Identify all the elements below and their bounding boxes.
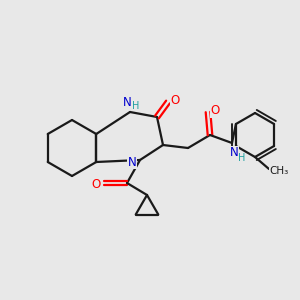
- Text: H: H: [132, 101, 140, 111]
- Text: CH₃: CH₃: [269, 166, 289, 176]
- Text: O: O: [92, 178, 100, 190]
- Text: N: N: [123, 97, 131, 110]
- Text: O: O: [210, 104, 220, 118]
- Text: O: O: [170, 94, 180, 107]
- Text: N: N: [230, 146, 238, 160]
- Text: N: N: [128, 155, 136, 169]
- Text: H: H: [238, 153, 246, 163]
